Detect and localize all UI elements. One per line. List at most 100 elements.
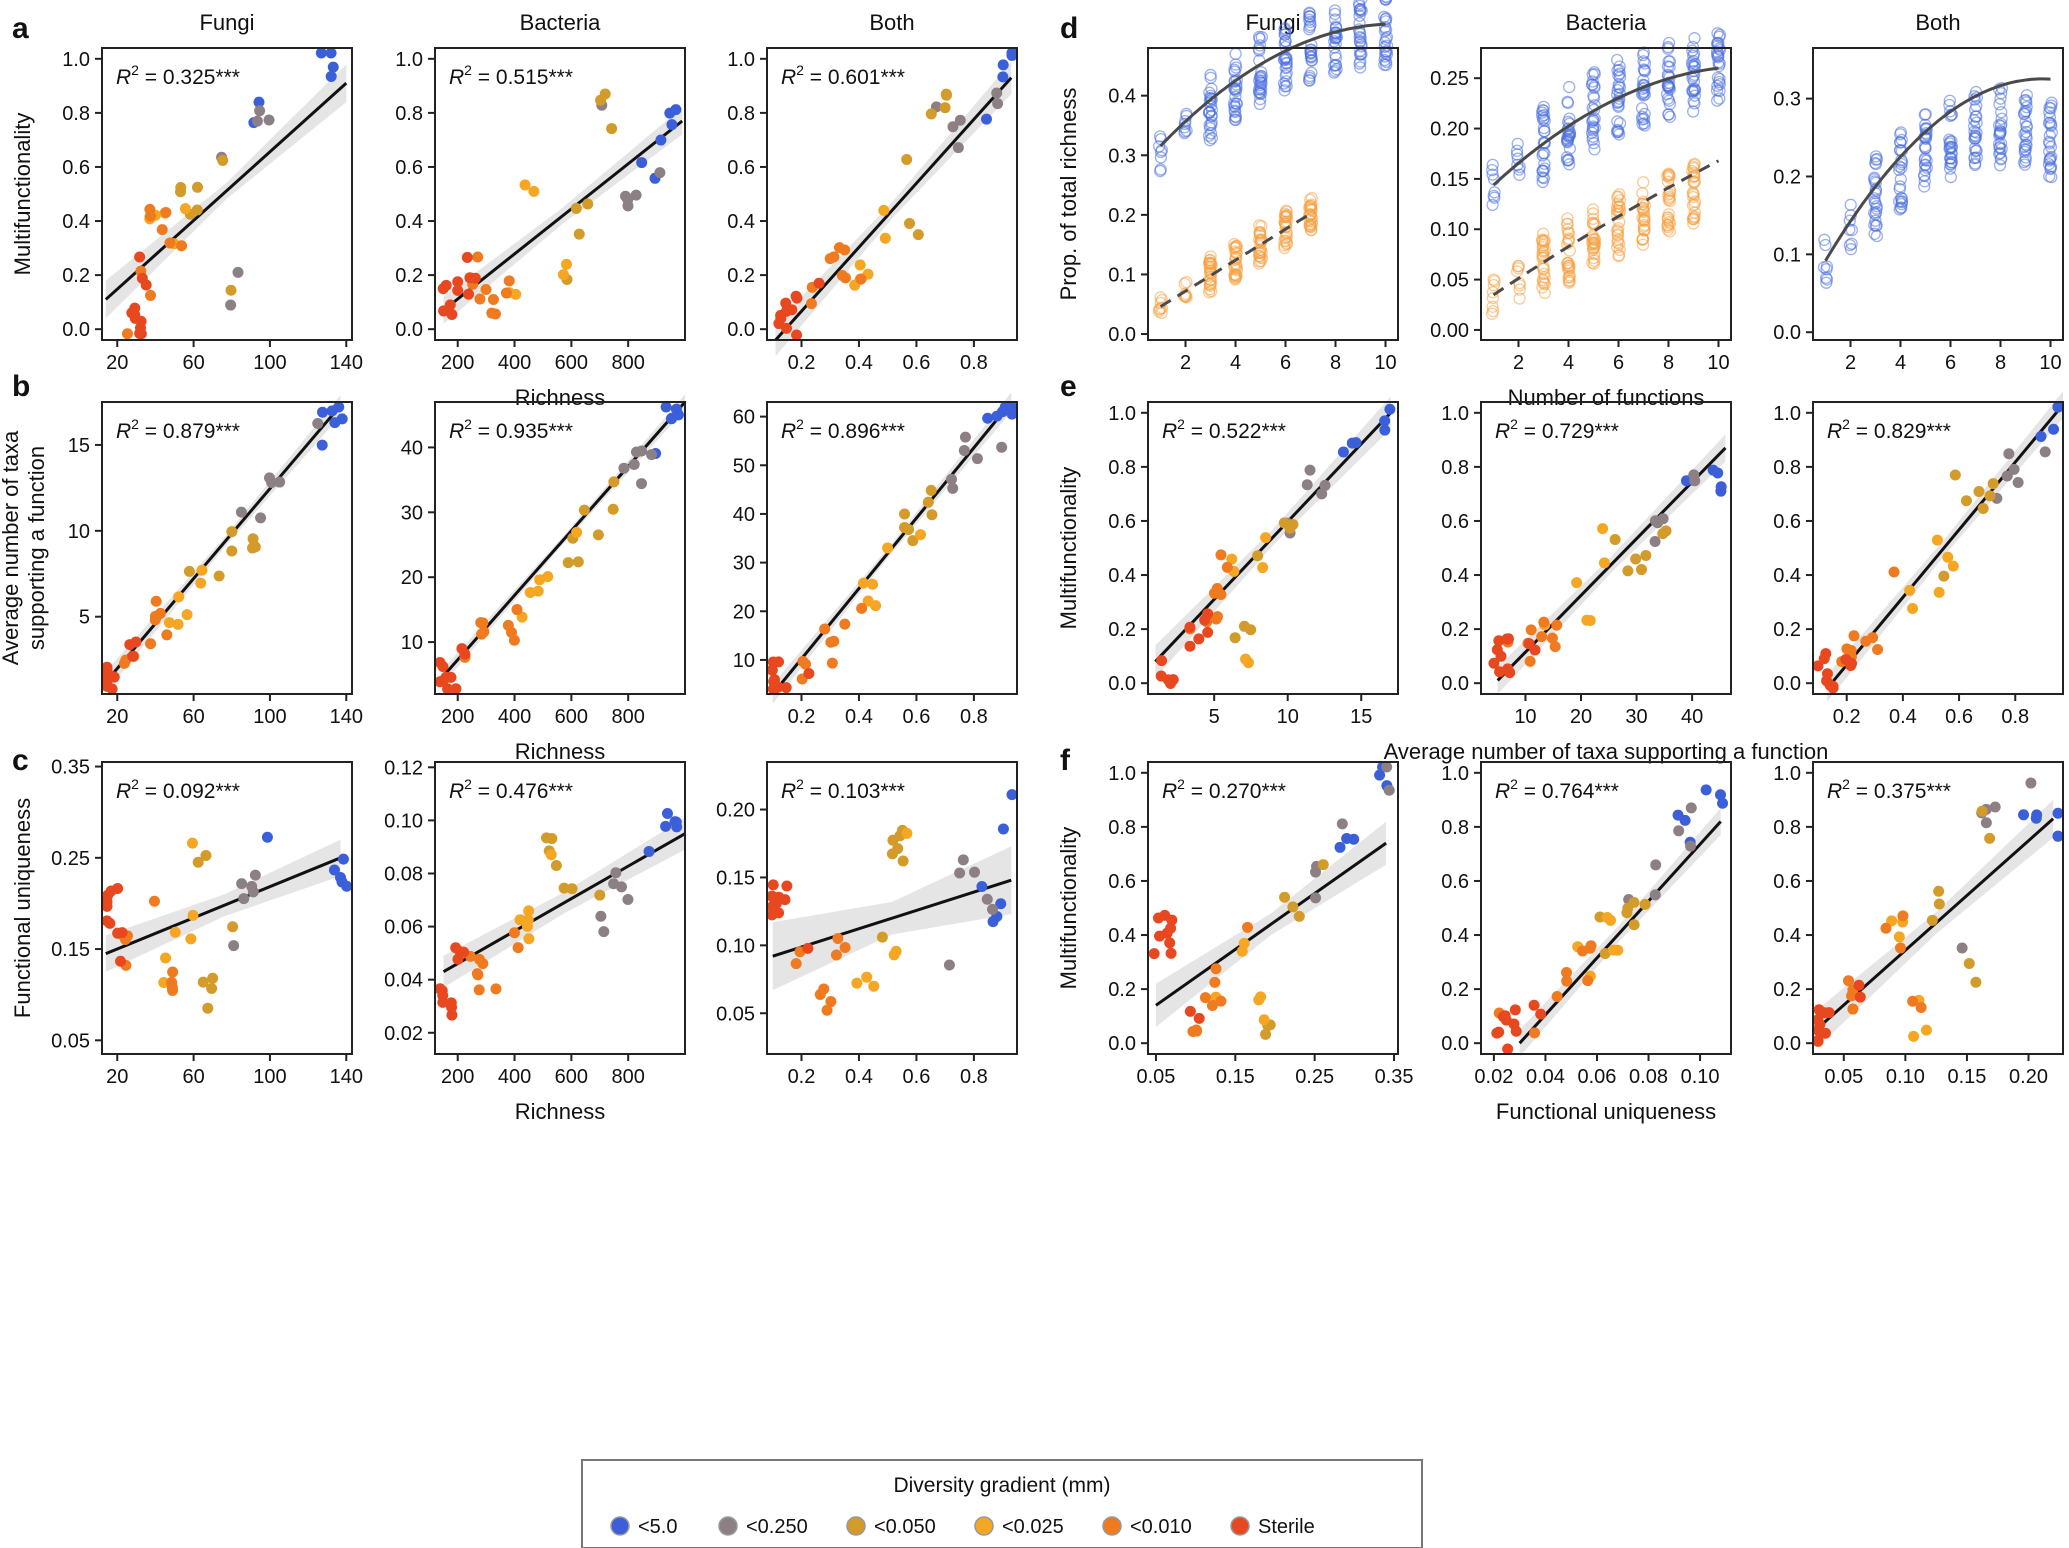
upper-point	[1586, 113, 1600, 127]
upper-point	[1536, 149, 1549, 162]
data-point	[1820, 648, 1832, 660]
y-tick-label: 1.0	[1773, 763, 1801, 785]
x-tick-label: 0.05	[1136, 1066, 1175, 1088]
data-point	[2052, 401, 2064, 413]
data-point	[904, 217, 916, 229]
upper-point	[2019, 130, 2033, 143]
x-tick-label: 400	[498, 352, 531, 374]
fit-curve-lower	[1492, 159, 1720, 297]
r2-label: R2 = 0.092***	[116, 776, 240, 803]
upper-point	[2019, 94, 2033, 107]
x-tick-label: 0.2	[788, 706, 816, 728]
data-point	[1524, 655, 1536, 667]
y-tick-label: 0.0	[1108, 1033, 1136, 1055]
data-point	[459, 648, 471, 660]
x-tick-label: 60	[182, 352, 204, 374]
data-point	[1561, 967, 1573, 979]
x-tick-label: 20	[106, 352, 128, 374]
upper-point	[1510, 144, 1524, 157]
x-tick-label: 0.05	[1824, 1066, 1863, 1088]
data-point	[976, 880, 988, 892]
fit-line	[105, 856, 342, 956]
data-point	[1639, 898, 1651, 910]
data-point	[179, 203, 191, 215]
data-point	[1287, 901, 1299, 913]
x-tick-label: 0.2	[788, 1066, 816, 1088]
data-point	[899, 508, 911, 520]
data-point	[1229, 632, 1241, 644]
data-point	[145, 289, 157, 301]
fit-line	[1155, 841, 1387, 1007]
upper-point	[1278, 53, 1291, 67]
y-axis-label: Prop. of total richness	[1056, 88, 1081, 301]
data-point	[825, 636, 837, 648]
upper-point	[1895, 202, 1908, 215]
chart-b1: R2 = 0.879*** 20 60 100 140 5 10 15 Average numb…	[0, 395, 363, 728]
upper-point	[1380, 0, 1393, 4]
data-point	[186, 837, 198, 849]
upper-point	[1970, 144, 1983, 157]
data-point	[855, 273, 867, 285]
y-tick-label: 40	[733, 504, 755, 526]
data-point	[901, 827, 913, 839]
upper-point	[1638, 57, 1652, 70]
legend-swatch	[974, 1516, 994, 1536]
data-point	[226, 526, 238, 538]
upper-point	[1380, 39, 1394, 52]
data-point	[532, 585, 544, 597]
plot-frame	[1147, 47, 1399, 341]
y-tick-label: 0.10	[716, 935, 755, 957]
data-point	[830, 949, 842, 961]
data-point	[1215, 549, 1227, 561]
upper-point	[1328, 64, 1342, 78]
legend-swatch	[1230, 1516, 1250, 1536]
data-point	[606, 123, 618, 135]
lower-point	[1687, 211, 1701, 224]
data-point	[1209, 976, 1221, 988]
upper-point	[1204, 127, 1218, 140]
y-tick-label: 30	[401, 502, 423, 524]
data-point	[477, 958, 489, 970]
legend-item-5: Sterile	[1230, 1516, 1315, 1538]
data-point	[578, 504, 590, 516]
upper-point	[1303, 6, 1316, 19]
data-point	[487, 293, 499, 305]
data-point	[628, 458, 640, 470]
data-point	[254, 105, 266, 117]
x-tick-label: 0.10	[1886, 1066, 1925, 1088]
upper-point	[1613, 67, 1626, 80]
data-point	[130, 636, 142, 648]
upper-point	[1994, 146, 2007, 160]
upper-point	[1869, 214, 1882, 227]
lower-point	[1663, 171, 1676, 184]
lower-point	[1611, 197, 1625, 210]
data-point	[116, 927, 128, 939]
fit-line	[442, 119, 684, 312]
y-tick-label: 0.8	[62, 103, 90, 125]
x-tick-label: 10	[1374, 352, 1396, 374]
data-point	[121, 328, 133, 340]
column-title: Both	[869, 10, 914, 35]
data-point	[1202, 626, 1214, 638]
x-tick-label: 15	[1350, 706, 1372, 728]
lower-point	[1561, 212, 1574, 225]
data-point	[1920, 1024, 1932, 1036]
upper-point	[1868, 171, 1881, 184]
y-tick-label: 5	[79, 607, 90, 629]
data-point	[1598, 557, 1610, 569]
upper-point	[1636, 110, 1649, 124]
data-point	[1843, 975, 1855, 987]
upper-point	[1561, 96, 1575, 110]
lower-point	[1661, 218, 1675, 232]
lower-point	[1638, 218, 1651, 232]
panels-layer: Fungi R2 = 0.325*** 20 60 100 140 0.0 0.2 0.4 0.6…	[0, 0, 2065, 1124]
data-point	[1984, 490, 1996, 502]
upper-point	[1563, 80, 1576, 94]
x-tick-label: 0.02	[1474, 1066, 1513, 1088]
data-point	[1202, 608, 1214, 620]
data-point	[1336, 818, 1348, 830]
data-point	[238, 893, 250, 905]
data-point	[115, 955, 127, 967]
data-point	[1156, 655, 1168, 667]
plot-frame	[1147, 401, 1399, 695]
